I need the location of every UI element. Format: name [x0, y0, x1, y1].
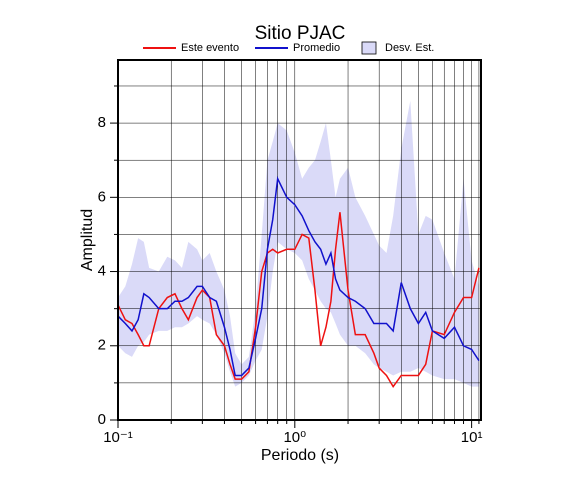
- legend-label: Promedio: [293, 42, 340, 54]
- y-tick-label: 2: [98, 337, 106, 354]
- legend-label: Este evento: [181, 42, 239, 54]
- chart-title: Sitio PJAC: [255, 23, 346, 44]
- x-tick-label: 10⁻¹: [103, 429, 133, 446]
- y-tick-label: 8: [98, 114, 106, 131]
- legend-swatch: [361, 41, 377, 55]
- x-tick-label: 10⁰: [283, 429, 306, 446]
- plot-frame: [117, 59, 482, 421]
- y-tick-label: 4: [98, 263, 106, 280]
- x-axis-label: Periodo (s): [261, 447, 339, 464]
- y-tick-label: 0: [98, 411, 106, 428]
- x-tick-label: 10¹: [461, 429, 483, 446]
- legend-label: Desv. Est.: [385, 42, 434, 54]
- series-line: [117, 176, 480, 377]
- std-band: [118, 100, 479, 387]
- y-tick-label: 6: [98, 188, 106, 205]
- y-axis-label: Amplitud: [79, 209, 96, 271]
